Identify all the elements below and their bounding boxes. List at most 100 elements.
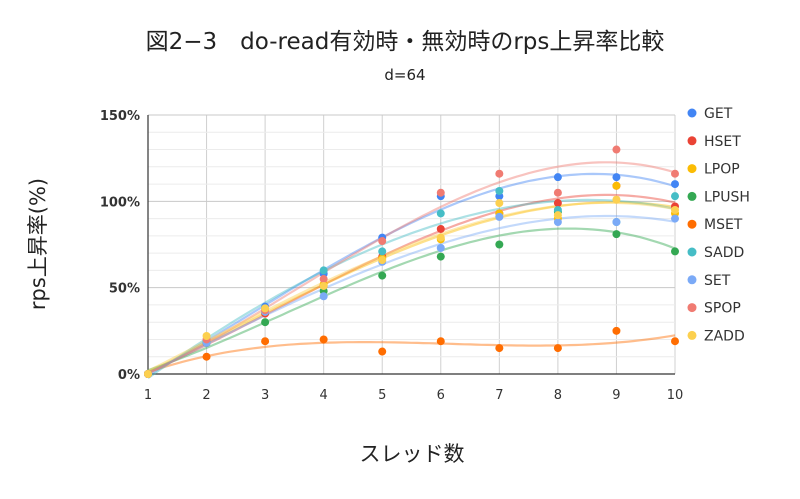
point-lpush xyxy=(612,230,621,239)
x-tick-label: 3 xyxy=(261,388,269,403)
legend-marker-mset xyxy=(687,219,697,229)
x-tick-label: 9 xyxy=(612,388,620,403)
point-get xyxy=(671,180,679,189)
legend-label-sadd: SADD xyxy=(704,245,744,261)
legend-label-mset: MSET xyxy=(704,217,743,233)
legend-marker-lpop xyxy=(687,164,697,174)
legend-marker-spop xyxy=(687,303,697,313)
legend-label-zadd: ZADD xyxy=(704,328,745,344)
point-spop xyxy=(436,188,445,197)
trendline-zadd xyxy=(147,201,676,372)
trendline-hset xyxy=(147,193,676,374)
chart-subtitle: d=64 xyxy=(384,66,425,84)
point-set xyxy=(671,214,679,223)
trendline-spop xyxy=(147,161,676,375)
trendline-mset xyxy=(147,334,676,374)
point-zadd xyxy=(671,205,679,214)
y-axis-title: rps上昇率(%) xyxy=(26,178,50,310)
point-set xyxy=(436,243,445,252)
point-mset xyxy=(436,337,445,346)
point-lpush xyxy=(495,240,504,249)
legend-marker-zadd xyxy=(687,330,697,340)
point-set xyxy=(495,212,504,221)
point-mset xyxy=(671,337,679,346)
point-set xyxy=(553,218,562,227)
point-sadd xyxy=(319,266,328,275)
point-spop xyxy=(553,188,562,197)
point-mset xyxy=(495,344,504,353)
trendline-set xyxy=(147,214,676,375)
legend-label-lpop: LPOP xyxy=(704,162,740,178)
point-sadd xyxy=(671,192,679,201)
x-tick-label: 5 xyxy=(378,388,386,403)
x-axis-title: スレッド数 xyxy=(360,442,465,466)
point-mset xyxy=(202,352,211,361)
point-hset xyxy=(553,199,562,208)
legend-marker-get xyxy=(687,108,697,118)
x-tick-label: 6 xyxy=(437,388,445,403)
point-spop xyxy=(319,275,328,284)
point-zadd xyxy=(553,211,562,220)
x-tick-label: 1 xyxy=(144,388,152,403)
legend: GET HSET LPOP LPUSH MSET SADD SET SPOP ZADD xyxy=(687,106,750,344)
trendline-get xyxy=(147,172,676,377)
point-zadd xyxy=(378,256,387,265)
point-mset xyxy=(319,335,328,344)
trendlines xyxy=(147,161,676,380)
point-zadd xyxy=(319,281,328,290)
point-mset xyxy=(612,326,621,335)
point-mset xyxy=(261,337,270,346)
x-tick-label: 7 xyxy=(495,388,503,403)
y-tick-label: 150% xyxy=(100,109,140,124)
legend-marker-sadd xyxy=(687,247,697,257)
point-sadd xyxy=(378,247,387,256)
x-tick-label: 4 xyxy=(320,388,328,403)
y-tick-label: 50% xyxy=(109,282,140,297)
gridlines xyxy=(148,114,676,375)
point-zadd xyxy=(144,370,152,378)
legend-label-get: GET xyxy=(704,106,733,122)
y-tick-label: 100% xyxy=(100,195,140,210)
point-zadd xyxy=(202,332,211,341)
point-set xyxy=(319,292,328,301)
legend-marker-set xyxy=(687,275,697,285)
x-tick-label: 2 xyxy=(202,388,210,403)
point-spop xyxy=(671,169,679,178)
trendline-lpop xyxy=(147,201,676,374)
point-zadd xyxy=(612,195,621,204)
legend-marker-hset xyxy=(687,136,697,146)
legend-label-hset: HSET xyxy=(704,134,741,150)
point-hset xyxy=(436,224,445,233)
point-zadd xyxy=(261,304,270,313)
point-lpush xyxy=(671,247,679,256)
point-spop xyxy=(612,145,621,154)
point-lpush xyxy=(378,271,387,280)
trendline-lpush xyxy=(147,227,676,372)
point-sadd xyxy=(495,186,504,195)
point-get xyxy=(553,173,562,182)
x-tick-label: 8 xyxy=(554,388,562,403)
data-points xyxy=(144,145,679,378)
trendline-sadd xyxy=(147,198,676,380)
point-spop xyxy=(378,237,387,246)
point-zadd xyxy=(436,233,445,242)
point-mset xyxy=(378,347,387,356)
point-sadd xyxy=(436,209,445,218)
point-mset xyxy=(553,344,562,353)
point-zadd xyxy=(495,199,504,208)
y-tick-label: 0% xyxy=(118,368,140,383)
point-lpush xyxy=(261,318,270,327)
point-set xyxy=(612,218,621,227)
x-tick-label: 10 xyxy=(667,388,684,403)
legend-label-spop: SPOP xyxy=(704,301,741,317)
legend-marker-lpush xyxy=(687,191,697,201)
legend-label-lpush: LPUSH xyxy=(704,189,750,205)
point-lpop xyxy=(612,181,621,190)
chart-title: 図2−3 do-read有効時・無効時のrps上昇率比較 xyxy=(146,29,665,55)
point-spop xyxy=(495,169,504,178)
axes: 0% 50% 100% 150% 1 2 3 4 5 6 7 8 9 10 xyxy=(100,109,683,403)
point-get xyxy=(612,173,621,182)
point-lpush xyxy=(436,252,445,261)
